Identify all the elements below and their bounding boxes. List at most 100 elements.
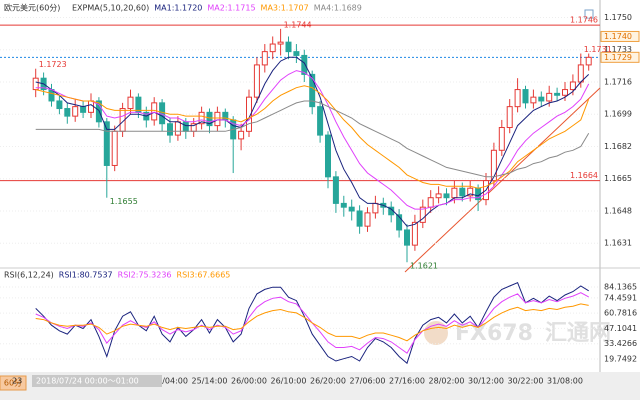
low-label: 1.1655 bbox=[110, 197, 138, 206]
candle-body bbox=[498, 127, 505, 151]
candle-body bbox=[443, 193, 450, 199]
price-marker-label: 1.1740 bbox=[604, 32, 632, 41]
candle-body bbox=[293, 51, 300, 56]
legend-entry: RSI2:75.3236 bbox=[118, 271, 172, 280]
window-icon bbox=[584, 9, 594, 19]
rsi-title: RSI(6,12,24) bbox=[4, 271, 54, 280]
candle-body bbox=[411, 221, 418, 246]
legend-entry: RSI1:80.7537 bbox=[59, 271, 113, 280]
candle-body bbox=[530, 96, 537, 104]
x-tick-label: 31/08:00 bbox=[547, 377, 583, 386]
x-tick-label: 26/20:00 bbox=[310, 377, 346, 386]
x-tick-label: 27/16:00 bbox=[389, 377, 425, 386]
candle-body bbox=[490, 149, 497, 182]
candle-body bbox=[167, 123, 173, 136]
candle-body bbox=[364, 212, 371, 227]
candle-body bbox=[103, 121, 110, 166]
candle-body bbox=[111, 130, 118, 166]
candle-body bbox=[577, 64, 584, 83]
candle-body bbox=[459, 187, 466, 197]
candle-body bbox=[546, 92, 553, 102]
x-tick-label: 26/00:00 bbox=[231, 377, 267, 386]
y-tick-label: 1.1682 bbox=[604, 142, 632, 151]
x-tick-label: 30/22:00 bbox=[508, 377, 544, 386]
candle-body bbox=[206, 111, 213, 127]
candle-body bbox=[269, 43, 276, 53]
watermark: FX678 bbox=[455, 321, 533, 346]
rsi-tick-label: 47.1041 bbox=[604, 324, 637, 333]
rsi-tick-label: 60.7816 bbox=[604, 309, 637, 318]
x-tick-label: 25/04:00 bbox=[152, 377, 188, 386]
y-tick-label: 1.1750 bbox=[604, 13, 632, 22]
candle-body bbox=[427, 197, 434, 208]
x-tick-label: 25/14:00 bbox=[192, 377, 228, 386]
candle-body bbox=[309, 73, 316, 108]
rsi-tick-label: 33.4266 bbox=[604, 339, 637, 348]
candle-body bbox=[182, 121, 189, 132]
y-tick-label: 1.1716 bbox=[604, 77, 632, 86]
x-tick-label: 28/02:00 bbox=[429, 377, 465, 386]
candle-body bbox=[356, 210, 363, 227]
cursor-box bbox=[32, 375, 162, 387]
candle-body bbox=[56, 100, 63, 110]
candle-body bbox=[554, 92, 561, 96]
chart-title: 欧元美元(60分) bbox=[4, 3, 60, 13]
candle-body bbox=[340, 202, 347, 208]
high-label: 1.1723 bbox=[39, 60, 67, 69]
indicator-line bbox=[35, 70, 590, 210]
candle-body bbox=[127, 96, 134, 110]
candle-body bbox=[174, 121, 181, 136]
legend-entry: MA2:1.1715 bbox=[207, 4, 255, 13]
candle-body bbox=[569, 81, 576, 91]
candle-body bbox=[238, 130, 245, 140]
legend-entry: RSI3:67.6665 bbox=[177, 271, 231, 280]
indicator-line bbox=[35, 303, 589, 342]
candle-body bbox=[301, 54, 308, 75]
y-tick-label: 1.1648 bbox=[604, 206, 632, 215]
candle-body bbox=[585, 56, 592, 66]
trend-line bbox=[404, 87, 601, 273]
rsi-tick-label: 19.7492 bbox=[604, 354, 637, 363]
period-box bbox=[0, 375, 27, 391]
indicator-line bbox=[35, 85, 590, 189]
indicator-label: EXPMA(5,10,20,60) bbox=[72, 4, 149, 13]
candle-body bbox=[332, 176, 339, 204]
x-tick-label: 27/06:00 bbox=[350, 377, 386, 386]
candle-body bbox=[214, 111, 221, 127]
candle-body bbox=[396, 214, 403, 231]
candle-body bbox=[506, 106, 513, 129]
high-label: 1.1744 bbox=[284, 20, 312, 29]
candle-body bbox=[64, 108, 71, 117]
candle-body bbox=[522, 89, 529, 104]
candle-body bbox=[253, 64, 260, 98]
candle-body bbox=[348, 206, 355, 212]
price-marker-label: 1.1729 bbox=[604, 53, 632, 62]
indicator-line bbox=[35, 282, 589, 365]
period-label: 60分 bbox=[4, 379, 22, 388]
rsi-tick-label: 74.4591 bbox=[604, 293, 637, 302]
legend-entry: MA4:1.1689 bbox=[314, 4, 362, 13]
candle-body bbox=[325, 134, 331, 178]
y-tick-label: 1.1733 bbox=[604, 45, 632, 54]
y-tick-label: 1.1665 bbox=[604, 174, 632, 183]
indicator-line bbox=[35, 100, 590, 178]
y-tick-label: 1.1699 bbox=[604, 110, 632, 119]
candle-body bbox=[285, 41, 292, 53]
candle-body bbox=[80, 106, 87, 113]
price-marker bbox=[600, 30, 640, 42]
candle-body bbox=[538, 96, 545, 102]
cursor-label: 2018/07/24 00:00～01:00 bbox=[36, 377, 139, 386]
low-label: 1.1621 bbox=[410, 262, 438, 271]
candle-body bbox=[246, 96, 252, 132]
candle-body bbox=[261, 51, 268, 66]
candle-body bbox=[562, 89, 568, 96]
high-label: 1.1731 bbox=[584, 45, 612, 54]
rsi-tick-label: 84.1365 bbox=[604, 283, 637, 292]
candle-body bbox=[198, 111, 205, 125]
candle-body bbox=[88, 100, 94, 113]
candle-body bbox=[372, 202, 379, 214]
candle-body bbox=[317, 106, 324, 136]
